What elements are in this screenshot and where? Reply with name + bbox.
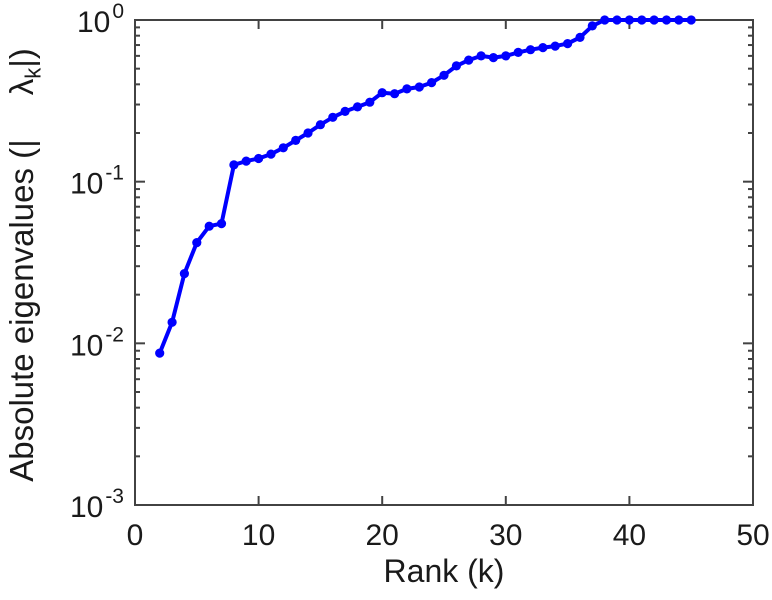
data-point (538, 43, 548, 53)
data-point (254, 153, 264, 164)
y-tick-label: 10-3 (70, 485, 124, 524)
data-point (303, 128, 313, 138)
data-point (600, 15, 610, 25)
data-point (291, 135, 301, 145)
data-point (155, 348, 165, 358)
data-point (278, 143, 288, 153)
data-point (340, 106, 350, 116)
data-point (402, 84, 412, 94)
lambda-symbol: λ (3, 78, 40, 96)
data-line (157, 18, 694, 356)
data-point (167, 317, 177, 327)
data-point (427, 78, 437, 88)
data-point (179, 269, 189, 279)
data-point (451, 61, 461, 71)
data-point (550, 41, 560, 51)
data-point (674, 15, 684, 25)
data-point (216, 219, 227, 229)
data-point (204, 221, 214, 231)
y-axis-title-text: Absolute eigenvalues (| (3, 139, 40, 482)
x-tick-label: 0 (127, 519, 144, 552)
data-point (476, 51, 486, 61)
data-point (241, 156, 251, 166)
data-point (587, 21, 597, 31)
data-point (192, 238, 202, 248)
data-point (563, 39, 573, 49)
data-point (661, 15, 672, 25)
lambda-subscript: k (20, 67, 46, 79)
data-point (649, 15, 659, 25)
y-tick-label: 10-1 (70, 162, 124, 201)
data-point (352, 102, 363, 112)
data-point (637, 15, 647, 25)
x-tick-label: 10 (242, 519, 275, 552)
data-point (612, 15, 622, 25)
data-point (513, 47, 523, 58)
y-axis-title-suffix: |) (3, 48, 40, 68)
data-point (328, 112, 338, 122)
data-point (439, 70, 449, 80)
data-point (464, 55, 474, 65)
data-point (501, 51, 511, 61)
x-axis-title: Rank (k) (383, 553, 505, 589)
data-point (525, 45, 536, 55)
data-point (377, 88, 387, 98)
data-point (315, 120, 325, 130)
x-tick-label: 30 (489, 519, 522, 552)
y-tick-label: 10-2 (70, 323, 124, 362)
data-point (414, 82, 424, 92)
y-tick-label: 100 (77, 0, 124, 39)
plot-frame (134, 19, 754, 506)
data-point (266, 149, 276, 159)
x-tick-label: 40 (613, 519, 646, 552)
y-axis-title: Absolute eigenvalues (| λk|) (3, 48, 46, 482)
data-point (229, 160, 239, 170)
data-point (686, 15, 696, 25)
data-point (624, 15, 635, 25)
x-tick-label: 50 (736, 519, 769, 552)
data-point (488, 53, 498, 63)
x-tick-label: 20 (366, 519, 399, 552)
data-point (390, 89, 400, 99)
data-point (575, 32, 585, 43)
data-point (365, 97, 375, 107)
